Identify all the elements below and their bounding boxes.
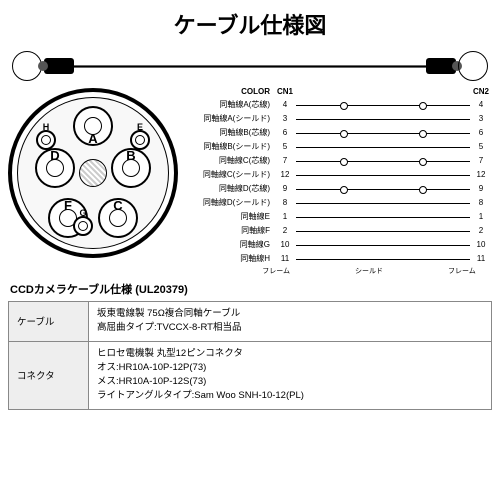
pin-table-footer: フレーム シールド フレーム xyxy=(186,268,492,275)
spec-row: ケーブル坂東電線製 75Ω複合同軸ケーブル高屈曲タイプ:TVCCX-8-RT相当… xyxy=(9,302,492,342)
pin-row: 同軸線A(シールド)33 xyxy=(186,112,492,126)
pin-row: 同軸線C(芯線)77 xyxy=(186,154,492,168)
cable-line xyxy=(74,65,426,68)
wire-b: B xyxy=(111,148,151,188)
wire-a: A xyxy=(73,106,113,146)
spec-table: ケーブル坂東電線製 75Ω複合同軸ケーブル高屈曲タイプ:TVCCX-8-RT相当… xyxy=(8,301,492,410)
wire-h: H xyxy=(36,130,56,150)
pin-table: COLOR CN1 CN2 同軸線A(芯線)44同軸線A(シールド)33同軸線B… xyxy=(186,88,492,275)
pin-row: 同軸線F22 xyxy=(186,224,492,238)
pin-row: 同軸線E11 xyxy=(186,210,492,224)
pin-row: 同軸線G1010 xyxy=(186,238,492,252)
pin-row: 同軸線C(シールド)1212 xyxy=(186,168,492,182)
pin-row: 同軸線B(芯線)66 xyxy=(186,126,492,140)
wire-d: D xyxy=(35,148,75,188)
spec-title: CCDカメラケーブル仕様 (UL20379) xyxy=(0,275,500,301)
wire-c: C xyxy=(98,198,138,238)
connector-left xyxy=(44,58,74,74)
col-cn2: CN2 xyxy=(470,88,492,96)
pin-diagram-right xyxy=(458,51,488,81)
wire-g: G xyxy=(73,216,93,236)
col-cn1: CN1 xyxy=(274,88,296,96)
pin-row: 同軸線B(シールド)55 xyxy=(186,140,492,154)
pin-row: 同軸線D(芯線)99 xyxy=(186,182,492,196)
page-title: ケーブル仕様図 xyxy=(0,0,500,44)
pin-row: 同軸線A(芯線)44 xyxy=(186,98,492,112)
spec-row: コネクタヒロセ電機製 丸型12ピンコネクタオス:HR10A-10P-12P(73… xyxy=(9,341,492,409)
pin-row: 同軸線D(シールド)88 xyxy=(186,196,492,210)
cross-section-diagram: A B C D E F G H xyxy=(8,88,178,258)
pin-row: 同軸線H1111 xyxy=(186,252,492,266)
connector-right xyxy=(426,58,456,74)
cable-diagram xyxy=(0,44,500,88)
wire-e: E xyxy=(130,130,150,150)
col-color: COLOR xyxy=(186,88,274,96)
